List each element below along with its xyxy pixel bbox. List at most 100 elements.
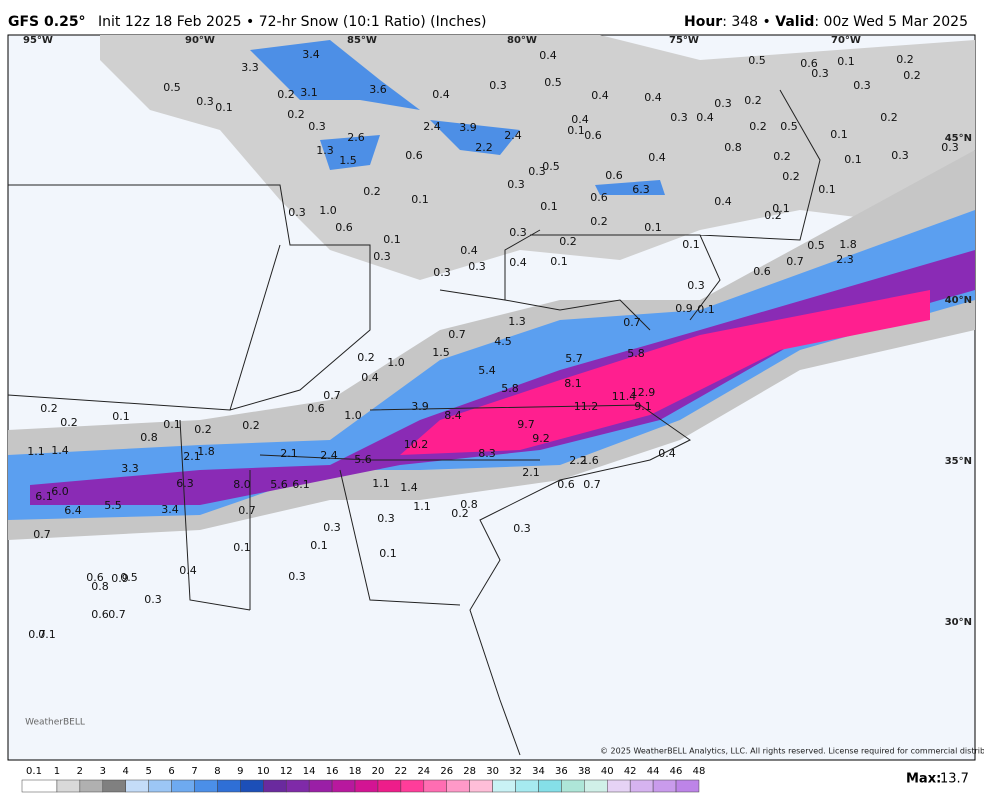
snow-area	[250, 40, 665, 195]
snow-label: 0.4	[179, 564, 197, 577]
legend-level: 8	[214, 766, 220, 777]
snow-label: 0.1	[837, 55, 855, 68]
snow-label: 0.1	[379, 547, 397, 560]
snow-label: 0.7	[583, 478, 601, 491]
legend-level: 9	[237, 766, 243, 777]
snow-label: 2.6	[347, 131, 365, 144]
snow-label: 0.6	[605, 169, 623, 182]
snow-label: 2.4	[504, 129, 522, 142]
legend-level: 6	[168, 766, 174, 777]
snow-label: 0.6	[584, 129, 602, 142]
snow-label: 0.4	[432, 88, 450, 101]
snow-label: 3.9	[411, 400, 429, 413]
snow-label: 5.8	[501, 382, 519, 395]
snow-label: 0.4	[539, 49, 557, 62]
snow-label: 0.4	[644, 91, 662, 104]
legend-level: 2	[77, 766, 83, 777]
snow-label: 0.5	[544, 76, 562, 89]
snow-label: 0.2	[744, 94, 762, 107]
legend-level: 7	[191, 766, 197, 777]
legend-level: 32	[509, 766, 522, 777]
legend-level: 22	[395, 766, 408, 777]
snow-label: 0.3	[941, 141, 959, 154]
legend-swatch	[194, 779, 218, 793]
legend-level: 18	[349, 766, 362, 777]
snow-label: 9.2	[532, 432, 550, 445]
max-value: 13.7	[940, 772, 969, 787]
snow-label: 0.8	[460, 498, 478, 511]
snow-label: 1.3	[316, 144, 334, 157]
snow-label: 2.4	[423, 120, 441, 133]
legend-swatch	[125, 779, 149, 793]
legend-level: 26	[440, 766, 453, 777]
hour-value: : 348 •	[722, 14, 775, 30]
snow-label: 0.4	[509, 256, 527, 269]
legend-level: 40	[601, 766, 614, 777]
snow-label: 0.4	[648, 151, 666, 164]
lon-label: 80°W	[507, 35, 537, 46]
snow-label: 1.0	[387, 356, 405, 369]
snow-label: 3.3	[241, 61, 259, 74]
snow-label: 5.4	[478, 364, 496, 377]
snow-label: 1.3	[508, 315, 526, 328]
snow-area	[400, 290, 930, 455]
lat-label: 30°N	[945, 617, 972, 628]
snow-label: 0.6	[307, 402, 325, 415]
lon-label: 75°W	[669, 35, 699, 46]
snow-label: 1.0	[344, 409, 362, 422]
snow-label: 0.2	[194, 423, 212, 436]
legend-swatch	[217, 779, 241, 793]
legend-swatch	[584, 779, 608, 793]
hour-label: Hour	[684, 14, 722, 30]
snow-label: 9.1	[634, 400, 652, 413]
legend-swatch	[629, 779, 654, 793]
snow-label: 0.1	[682, 238, 700, 251]
legend: Max: 13.7 0.1 1 2 3 4 5 6 7 8 9 10 12 14 16 18 20 22 24 26…	[21, 766, 969, 793]
legend-level: 1	[54, 766, 60, 777]
snow-label: 6.1	[35, 490, 53, 503]
snow-label: 0.4	[696, 111, 714, 124]
legend-swatch	[446, 779, 470, 793]
legend-swatch	[331, 779, 356, 793]
legend-level: 16	[326, 766, 339, 777]
legend-swatch	[561, 779, 585, 793]
snow-label: 0.2	[749, 120, 767, 133]
legend-swatch	[308, 779, 333, 793]
snow-label: 0.6	[91, 608, 109, 621]
snow-label: 2.1	[183, 450, 201, 463]
snow-label: 0.9	[675, 302, 693, 315]
copyright: © 2025 WeatherBELL Analytics, LLC. All r…	[600, 747, 984, 756]
snow-label: 1.5	[432, 346, 450, 359]
snow-label: 0.1	[112, 410, 130, 423]
valid: Hour: 348 • Valid: 00z Wed 5 Mar 2025	[684, 14, 968, 30]
legend-swatch	[652, 779, 677, 793]
snow-label: 0.8	[140, 431, 158, 444]
snow-label: 8.0	[233, 478, 251, 491]
snow-label: 0.3	[468, 260, 486, 273]
snow-label: 6.0	[51, 485, 69, 498]
snow-label: 2.4	[320, 449, 338, 462]
snow-label: 0.6	[557, 478, 575, 491]
snow-label: 0.2	[60, 416, 78, 429]
legend-swatch	[285, 779, 310, 793]
snow-label: 2.2	[475, 141, 493, 154]
lon-label: 90°W	[185, 35, 215, 46]
snow-label: 0.3	[513, 522, 531, 535]
snow-label: 0.3	[377, 512, 395, 525]
legend-swatch	[79, 779, 104, 793]
legend-swatch	[171, 779, 195, 793]
snow-label: 1.1	[413, 500, 431, 513]
snow-label: 3.6	[369, 83, 387, 96]
snow-label: 0.1	[697, 303, 715, 316]
legend-swatch	[538, 779, 562, 793]
snow-label: 0.8	[724, 141, 742, 154]
snow-label: 0.1	[310, 539, 328, 552]
snow-label: 2.1	[522, 466, 540, 479]
snow-label: 0.3	[891, 149, 909, 162]
borders	[7, 89, 821, 756]
snow-label: 0.4	[460, 244, 478, 257]
snow-label: 5.6	[354, 453, 372, 466]
legend-level: 0.1	[26, 766, 42, 777]
snow-label: 1.5	[339, 154, 357, 167]
